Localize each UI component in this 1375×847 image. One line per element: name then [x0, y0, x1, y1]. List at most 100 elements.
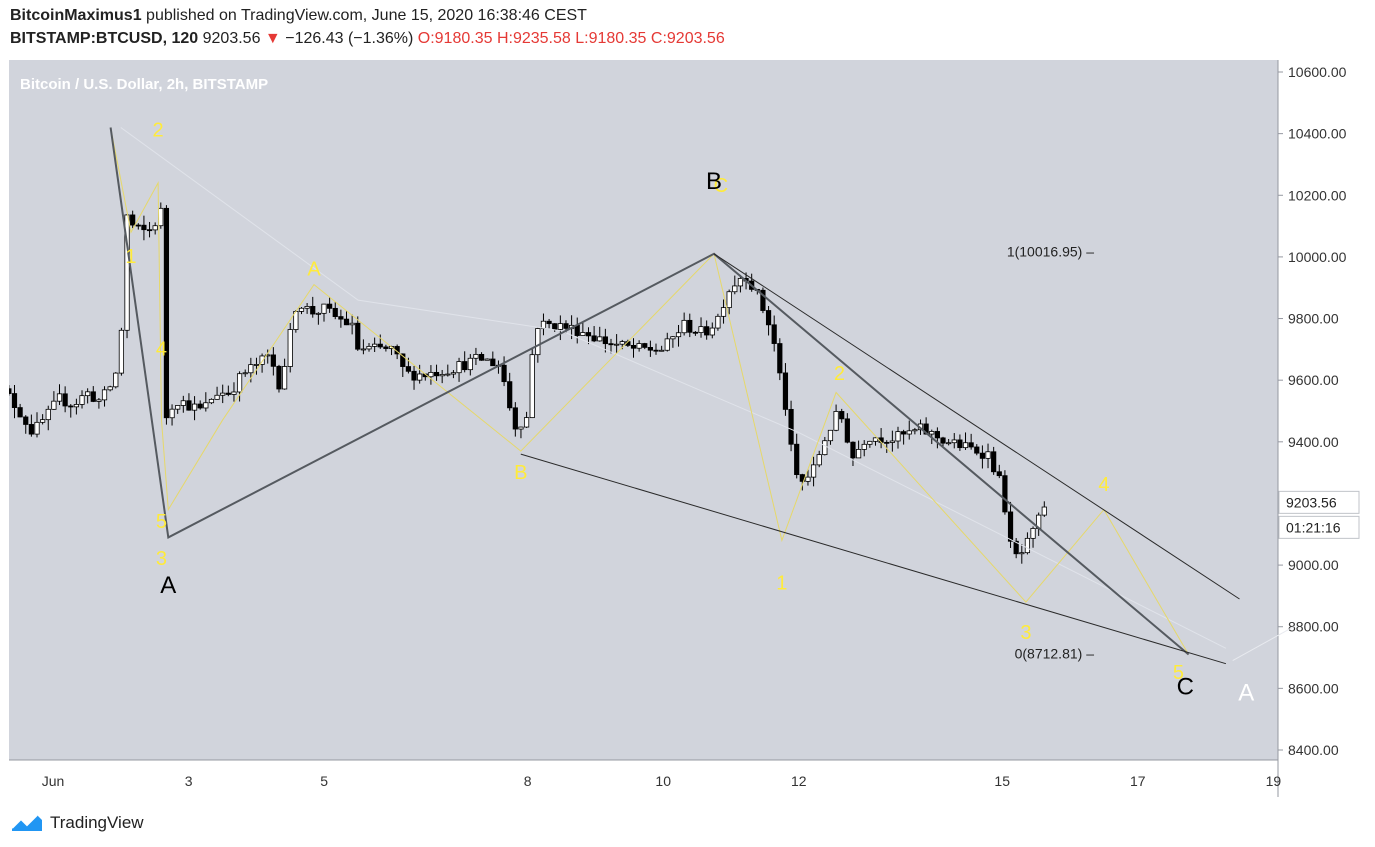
candle[interactable]	[704, 326, 710, 336]
candle[interactable]	[253, 364, 260, 366]
candle[interactable]	[152, 225, 158, 231]
candle[interactable]	[557, 323, 563, 330]
candle[interactable]	[642, 343, 648, 348]
candle[interactable]	[901, 431, 907, 435]
candle[interactable]	[349, 322, 355, 326]
candle[interactable]	[591, 335, 597, 342]
candle[interactable]	[45, 408, 51, 421]
candle[interactable]	[867, 440, 873, 445]
candle[interactable]	[130, 214, 136, 226]
candle[interactable]	[310, 306, 316, 315]
candle[interactable]	[895, 431, 901, 442]
candle[interactable]	[439, 374, 445, 377]
candle[interactable]	[940, 437, 946, 444]
candle[interactable]	[473, 353, 479, 359]
candle[interactable]	[833, 411, 839, 431]
candle[interactable]	[467, 357, 473, 371]
candle[interactable]	[636, 343, 642, 349]
candle[interactable]	[535, 328, 541, 356]
candle[interactable]	[760, 289, 766, 311]
candle[interactable]	[400, 353, 406, 367]
candle[interactable]	[225, 392, 231, 395]
candle[interactable]	[191, 403, 198, 411]
candle[interactable]	[405, 366, 412, 372]
candle[interactable]	[709, 327, 715, 336]
candle[interactable]	[782, 372, 789, 410]
candle[interactable]	[619, 341, 625, 345]
candle[interactable]	[338, 316, 344, 320]
candle[interactable]	[62, 393, 68, 407]
candle[interactable]	[383, 346, 389, 349]
candle[interactable]	[957, 439, 963, 449]
candle[interactable]	[512, 407, 518, 430]
candle[interactable]	[777, 343, 783, 374]
candle[interactable]	[282, 366, 288, 390]
author-name[interactable]: BitcoinMaximus1	[10, 7, 142, 24]
candle[interactable]	[597, 336, 603, 342]
candle[interactable]	[40, 419, 46, 423]
candle[interactable]	[698, 326, 704, 334]
candle[interactable]	[445, 373, 451, 376]
candle[interactable]	[11, 393, 18, 408]
candle[interactable]	[197, 403, 203, 409]
price-chart[interactable]: Bitcoin / U.S. Dollar, 2h, BITSTAMP 10600…	[9, 60, 1366, 797]
candle[interactable]	[872, 437, 879, 442]
candle[interactable]	[220, 392, 226, 396]
candle[interactable]	[726, 291, 732, 309]
candle[interactable]	[259, 355, 265, 365]
candle[interactable]	[85, 391, 91, 397]
candle[interactable]	[118, 329, 125, 374]
candle[interactable]	[1002, 475, 1008, 513]
candle[interactable]	[34, 421, 40, 435]
candle[interactable]	[1013, 540, 1019, 555]
candle[interactable]	[180, 400, 186, 406]
candle[interactable]	[552, 323, 558, 330]
candle[interactable]	[1007, 511, 1014, 542]
candle[interactable]	[771, 324, 777, 344]
candle[interactable]	[478, 353, 485, 361]
candle[interactable]	[946, 442, 952, 445]
candle[interactable]	[934, 431, 940, 439]
candle[interactable]	[372, 343, 378, 347]
candle[interactable]	[664, 338, 670, 351]
candle[interactable]	[850, 441, 856, 459]
candle[interactable]	[523, 417, 530, 428]
candle[interactable]	[929, 431, 935, 435]
candle[interactable]	[107, 386, 113, 391]
candle[interactable]	[563, 323, 569, 329]
candle[interactable]	[450, 372, 457, 375]
candle[interactable]	[687, 319, 693, 333]
candle[interactable]	[816, 454, 822, 466]
candle[interactable]	[889, 440, 895, 443]
candle[interactable]	[827, 429, 834, 442]
candle[interactable]	[17, 407, 23, 418]
candle[interactable]	[529, 354, 535, 419]
candle[interactable]	[276, 365, 282, 390]
candle[interactable]	[9, 388, 12, 394]
candle[interactable]	[715, 315, 721, 329]
candle[interactable]	[186, 400, 192, 411]
candle[interactable]	[96, 399, 102, 402]
candle[interactable]	[355, 322, 361, 350]
candle[interactable]	[788, 408, 794, 445]
candle[interactable]	[203, 402, 209, 409]
candle[interactable]	[681, 319, 687, 334]
candle[interactable]	[433, 371, 440, 377]
candle[interactable]	[490, 358, 496, 367]
candle[interactable]	[720, 307, 727, 317]
candle[interactable]	[805, 476, 811, 482]
candle[interactable]	[585, 332, 592, 337]
candle[interactable]	[692, 331, 699, 334]
candle[interactable]	[1019, 552, 1025, 555]
candle[interactable]	[507, 381, 513, 409]
candle[interactable]	[996, 471, 1002, 477]
candle[interactable]	[653, 349, 659, 352]
candle[interactable]	[647, 346, 653, 351]
candle[interactable]	[974, 446, 980, 454]
candle[interactable]	[377, 343, 383, 348]
candle[interactable]	[614, 343, 620, 346]
candle[interactable]	[146, 229, 153, 232]
candle[interactable]	[79, 395, 85, 405]
candle[interactable]	[861, 443, 867, 450]
candle[interactable]	[101, 389, 108, 401]
